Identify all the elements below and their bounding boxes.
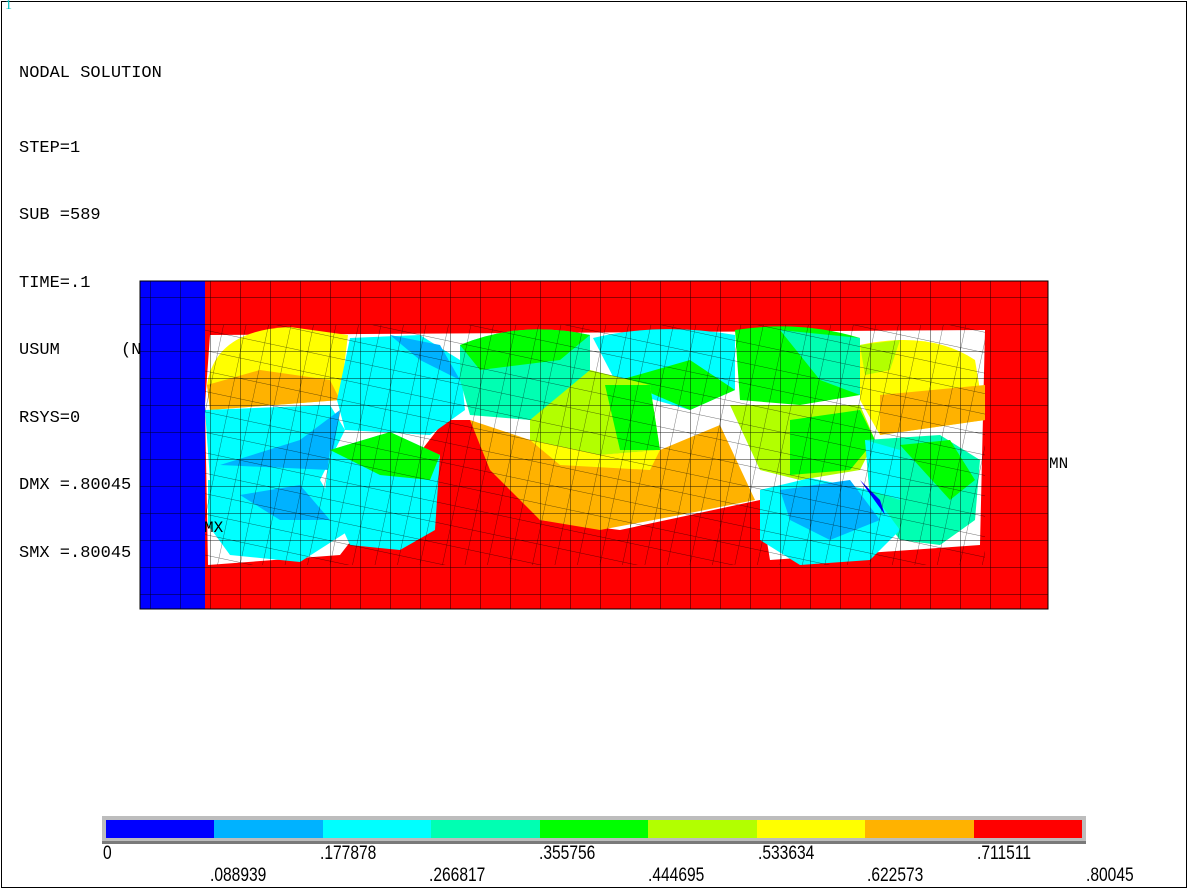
legend-tick: 0 <box>103 843 112 864</box>
legend-swatch <box>322 820 432 838</box>
info-rsys: RSYS=0 <box>19 408 81 428</box>
legend-tick: .533634 <box>758 843 815 864</box>
contour-legend-bar <box>102 816 1086 844</box>
legend-tick: .266817 <box>429 865 486 886</box>
legend-tick: .088939 <box>210 865 267 886</box>
legend-tick: .177878 <box>320 843 377 864</box>
window-number: 1 <box>5 0 12 13</box>
info-time: TIME=.1 <box>19 273 91 293</box>
legend-swatch <box>214 820 323 838</box>
legend-swatch <box>648 820 757 838</box>
legend-swatch <box>865 820 974 838</box>
legend-tick: .355756 <box>539 843 596 864</box>
model-outline <box>139 280 1049 610</box>
legend-swatch <box>431 820 540 838</box>
min-marker: MN <box>1049 455 1069 473</box>
legend-swatch <box>539 820 649 838</box>
legend-swatch <box>106 820 215 838</box>
info-step: STEP=1 <box>19 138 81 158</box>
legend-swatch <box>756 820 866 838</box>
legend-tick: .622573 <box>867 865 924 886</box>
legend-tick: .80045 <box>1086 865 1134 886</box>
info-dmx: DMX =.80045 <box>19 476 132 495</box>
info-sub: SUB =589 <box>19 206 101 225</box>
particle-mesh <box>205 325 985 565</box>
max-marker: MX <box>204 519 224 537</box>
plot-title: NODAL SOLUTION <box>19 64 162 83</box>
legend-tick: .711511 <box>977 843 1032 864</box>
legend-swatch <box>973 820 1082 838</box>
info-smx: SMX =.80045 <box>19 543 132 563</box>
legend-tick: .444695 <box>648 865 705 886</box>
